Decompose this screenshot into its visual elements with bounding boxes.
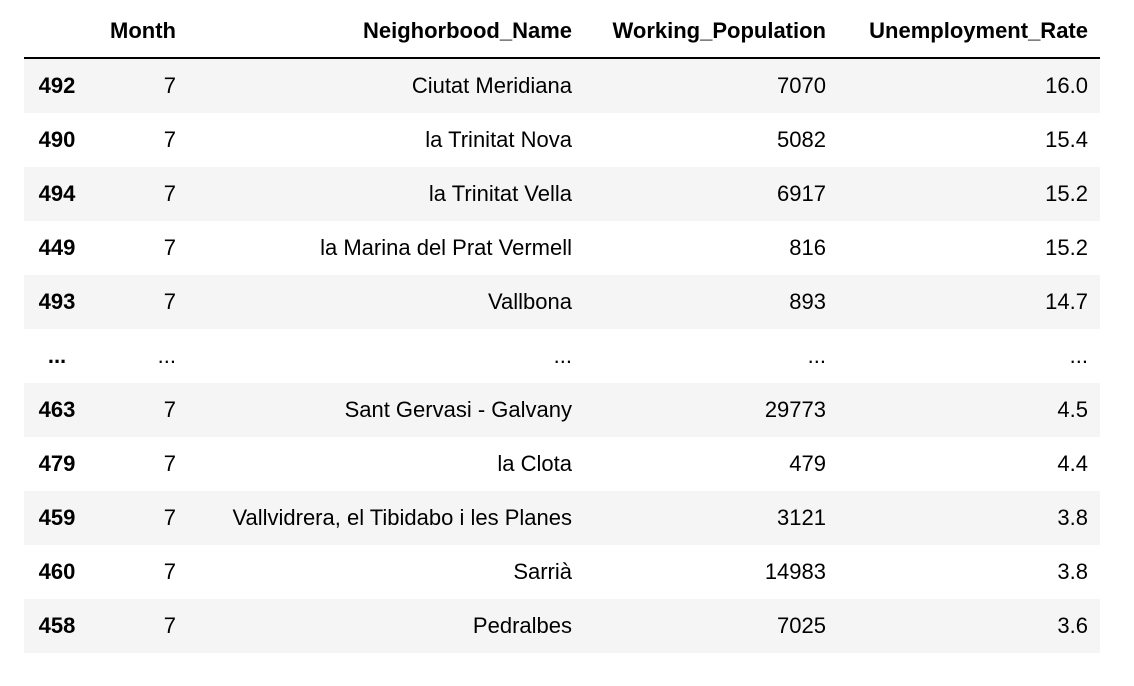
cell-neighborhood-name: Vallvidrera, el Tibidabo i les Planes <box>232 505 572 530</box>
cell-month: 7 <box>163 559 176 584</box>
cell-month: ... <box>157 343 176 368</box>
cell-neighborhood-name: Vallbona <box>488 289 572 314</box>
row-index: 479 <box>38 451 76 476</box>
cell-working-population: ... <box>807 343 826 368</box>
cell-month: 7 <box>163 181 176 206</box>
table-row: 460 7 Sarrià 14983 3.8 <box>24 545 1100 599</box>
table-row: 479 7 la Clota 479 4.4 <box>24 437 1100 491</box>
dataframe-table: Month Neighorbood_Name Working_Populatio… <box>24 4 1100 653</box>
cell-unemployment-rate: 3.8 <box>1057 559 1088 584</box>
cell-month: 7 <box>163 397 176 422</box>
cell-neighborhood-name: Sant Gervasi - Galvany <box>344 397 572 422</box>
table-row: 493 7 Vallbona 893 14.7 <box>24 275 1100 329</box>
table-body: 492 7 Ciutat Meridiana 7070 16.0 490 7 la Trini… <box>24 58 1100 653</box>
header-index <box>24 4 90 59</box>
cell-unemployment-rate: 15.2 <box>1045 181 1088 206</box>
cell-month: 7 <box>163 505 176 530</box>
cell-neighborhood-name: la Trinitat Vella <box>428 181 572 206</box>
row-index: 493 <box>38 289 76 314</box>
cell-working-population: 6917 <box>777 181 826 206</box>
table-row: 463 7 Sant Gervasi - Galvany 29773 4.5 <box>24 383 1100 437</box>
row-index: 492 <box>38 73 76 98</box>
cell-neighborhood-name: ... <box>553 343 572 368</box>
cell-neighborhood-name: la Marina del Prat Vermell <box>320 235 572 260</box>
cell-month: 7 <box>163 127 176 152</box>
cell-working-population: 3121 <box>777 505 826 530</box>
row-index: 494 <box>38 181 76 206</box>
row-index: 449 <box>38 235 76 260</box>
header-row: Month Neighorbood_Name Working_Populatio… <box>24 4 1100 59</box>
row-index: 458 <box>38 613 76 638</box>
cell-neighborhood-name: la Clota <box>497 451 572 476</box>
table-row: ............... <box>24 329 1100 383</box>
cell-working-population: 7070 <box>777 73 826 98</box>
cell-month: 7 <box>163 451 176 476</box>
header-unemployment-rate: Unemployment_Rate <box>838 4 1100 59</box>
cell-neighborhood-name: Pedralbes <box>472 613 572 638</box>
cell-neighborhood-name: Sarrià <box>513 559 572 584</box>
table-row: 490 7 la Trinitat Nova 5082 15.4 <box>24 113 1100 167</box>
table-row: 494 7 la Trinitat Vella 6917 15.2 <box>24 167 1100 221</box>
cell-working-population: 29773 <box>764 397 826 422</box>
cell-unemployment-rate: ... <box>1069 343 1088 368</box>
cell-unemployment-rate: 14.7 <box>1045 289 1088 314</box>
table-row: 458 7 Pedralbes 7025 3.6 <box>24 599 1100 653</box>
row-index: 460 <box>38 559 76 584</box>
cell-month: 7 <box>163 613 176 638</box>
cell-unemployment-rate: 15.2 <box>1045 235 1088 260</box>
cell-working-population: 5082 <box>777 127 826 152</box>
cell-month: 7 <box>163 235 176 260</box>
dataframe-output: Month Neighorbood_Name Working_Populatio… <box>24 4 1100 653</box>
header-working-population: Working_Population <box>584 4 838 59</box>
cell-working-population: 816 <box>789 235 826 260</box>
cell-month: 7 <box>163 73 176 98</box>
row-index: 459 <box>38 505 76 530</box>
row-index: ... <box>47 343 67 368</box>
table-row: 449 7 la Marina del Prat Vermell 816 15.2 <box>24 221 1100 275</box>
cell-working-population: 479 <box>789 451 826 476</box>
cell-neighborhood-name: Ciutat Meridiana <box>411 73 572 98</box>
table-header: Month Neighorbood_Name Working_Populatio… <box>24 4 1100 59</box>
row-index: 490 <box>38 127 76 152</box>
cell-unemployment-rate: 15.4 <box>1045 127 1088 152</box>
cell-unemployment-rate: 16.0 <box>1045 73 1088 98</box>
cell-month: 7 <box>163 289 176 314</box>
cell-working-population: 893 <box>789 289 826 314</box>
cell-unemployment-rate: 4.5 <box>1057 397 1088 422</box>
table-row: 459 7 Vallvidrera, el Tibidabo i les Plane… <box>24 491 1100 545</box>
cell-unemployment-rate: 3.8 <box>1057 505 1088 530</box>
cell-unemployment-rate: 4.4 <box>1057 451 1088 476</box>
cell-neighborhood-name: la Trinitat Nova <box>425 127 572 152</box>
cell-unemployment-rate: 3.6 <box>1057 613 1088 638</box>
header-month: Month <box>90 4 188 59</box>
row-index: 463 <box>38 397 76 422</box>
header-neighborhood-name: Neighorbood_Name <box>188 4 584 59</box>
cell-working-population: 14983 <box>764 559 826 584</box>
cell-working-population: 7025 <box>777 613 826 638</box>
table-row: 492 7 Ciutat Meridiana 7070 16.0 <box>24 58 1100 113</box>
